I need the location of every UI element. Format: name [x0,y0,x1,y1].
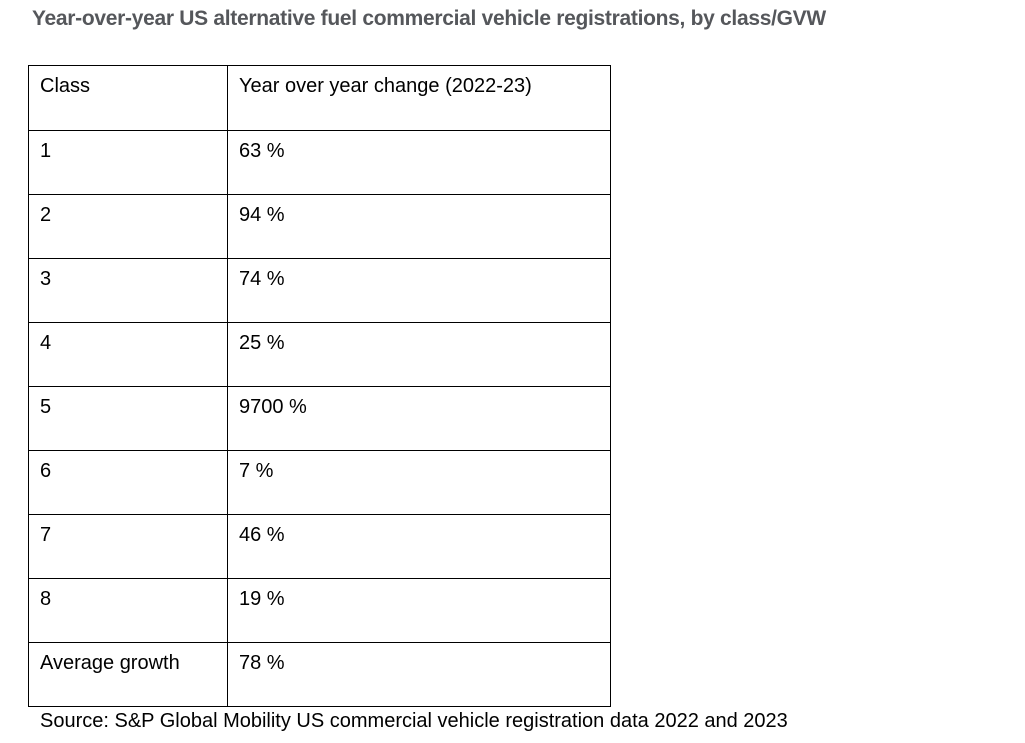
cell-class: 8 [28,578,228,643]
table-row-average: Average growth 78 % [28,642,611,707]
cell-change: 19 % [227,578,611,643]
cell-change: 9700 % [227,386,611,451]
table-row: 5 9700 % [28,386,611,451]
table-row: 7 46 % [28,514,611,579]
table-row: 6 7 % [28,450,611,515]
source-note: Source: S&P Global Mobility US commercia… [40,710,788,732]
cell-class: 7 [28,514,228,579]
table-row: 8 19 % [28,578,611,643]
cell-class: 4 [28,322,228,387]
cell-class: 6 [28,450,228,515]
cell-change: 94 % [227,194,611,259]
cell-class: 1 [28,130,228,195]
cell-change: 46 % [227,514,611,579]
column-header-change: Year over year change (2022-23) [227,65,611,131]
cell-change: 78 % [227,642,611,707]
table-row: 3 74 % [28,258,611,323]
registrations-table: Class Year over year change (2022-23) 1 … [28,65,611,707]
cell-change: 7 % [227,450,611,515]
cell-change: 63 % [227,130,611,195]
cell-class: 5 [28,386,228,451]
cell-change: 25 % [227,322,611,387]
cell-change: 74 % [227,258,611,323]
cell-class: 3 [28,258,228,323]
table-row: 1 63 % [28,130,611,195]
cell-class: 2 [28,194,228,259]
cell-class: Average growth [28,642,228,707]
figure-title: Year-over-year US alternative fuel comme… [32,7,826,30]
table-row: 2 94 % [28,194,611,259]
column-header-class: Class [28,65,228,131]
header-row: Class Year over year change (2022-23) [28,65,611,131]
table-row: 4 25 % [28,322,611,387]
